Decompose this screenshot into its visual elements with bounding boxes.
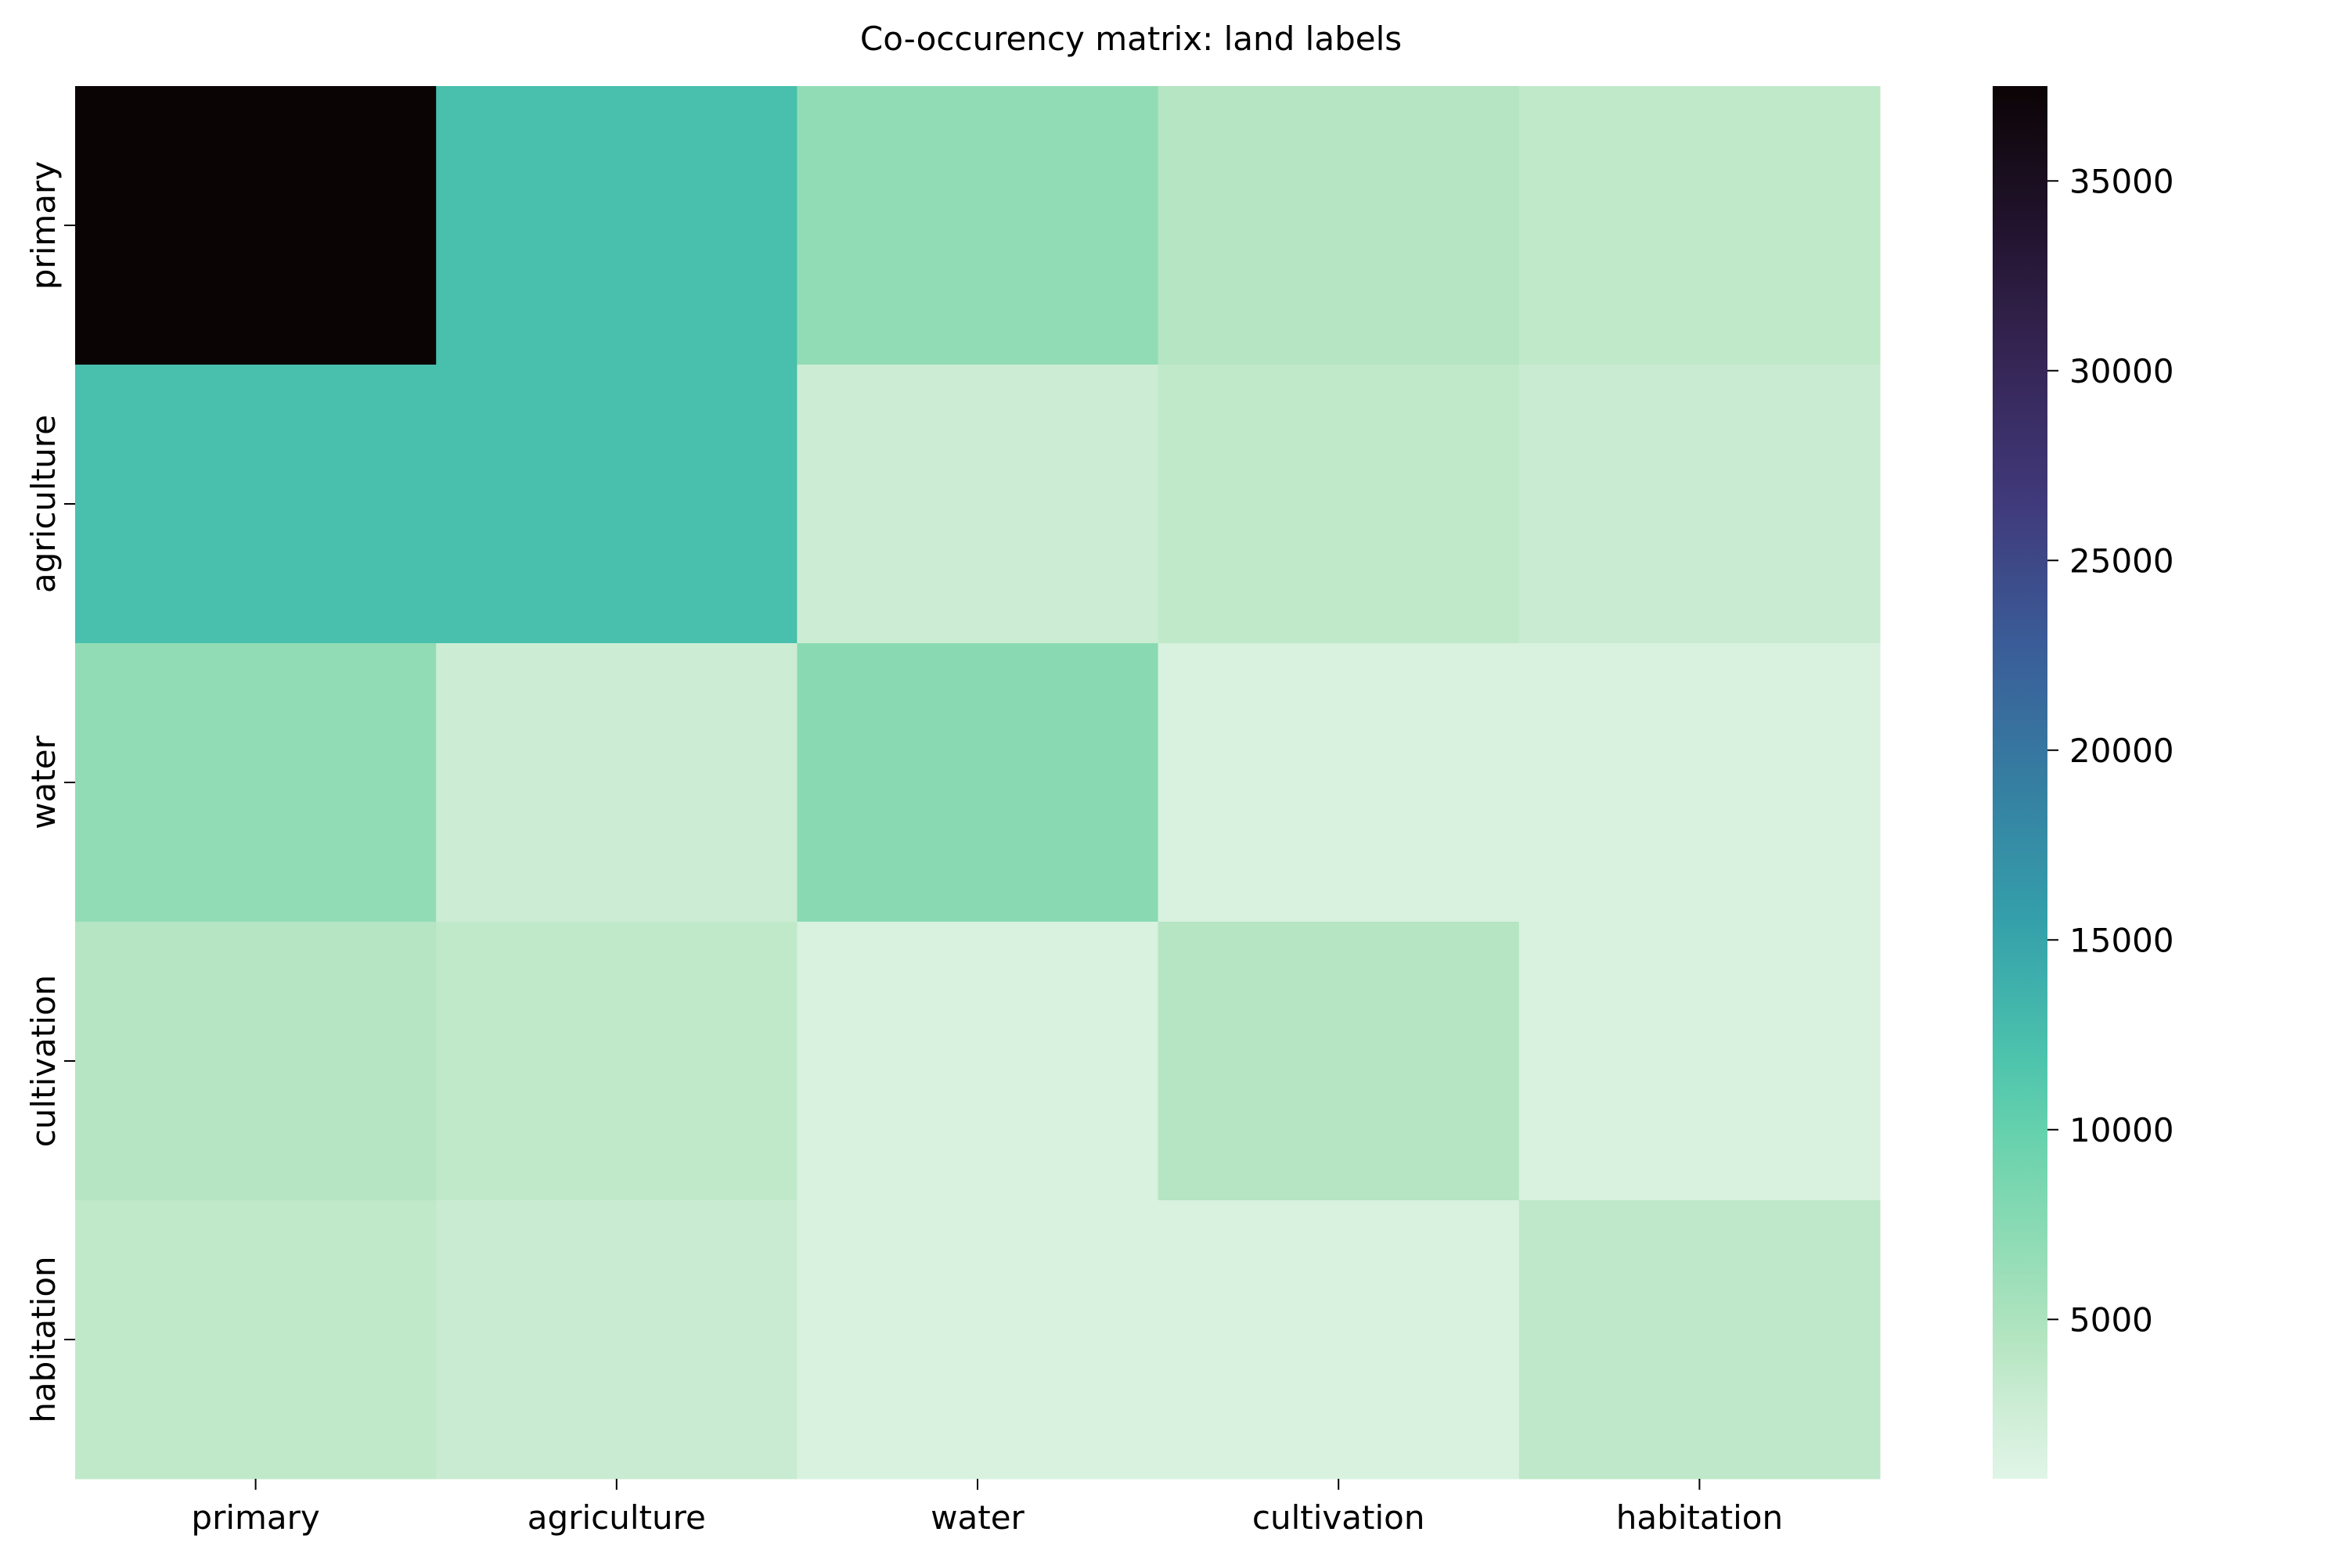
colorbar-tick-label: 10000 xyxy=(2069,1111,2174,1149)
heatmap-cell-habitation-water xyxy=(797,1200,1159,1480)
heatmap-cell-agriculture-water xyxy=(797,365,1159,644)
colorbar-gradient xyxy=(1993,86,2047,1479)
colorbar-tick-label: 25000 xyxy=(2069,541,2174,580)
heatmap-cell-habitation-cultivation xyxy=(1158,1200,1520,1480)
heatmap-cell-habitation-agriculture xyxy=(436,1200,798,1480)
x-tick-label: water xyxy=(931,1498,1025,1537)
x-tick-label: primary xyxy=(191,1498,319,1537)
heatmap-cell-primary-water xyxy=(797,86,1159,365)
heatmap-cell-water-cultivation xyxy=(1158,643,1520,922)
heatmap-cell-agriculture-habitation xyxy=(1518,365,1881,644)
y-tick-label: primary xyxy=(24,161,63,290)
y-tick-label: water xyxy=(24,735,63,829)
x-tick-label: habitation xyxy=(1616,1498,1783,1537)
heatmap-cell-habitation-primary xyxy=(75,1200,437,1480)
y-tick-label: cultivation xyxy=(24,975,63,1148)
heatmap-cell-primary-primary xyxy=(75,86,437,365)
colorbar-tick-label: 5000 xyxy=(2069,1300,2153,1339)
heatmap-cell-water-primary xyxy=(75,643,437,922)
colorbar: 5000 10000 15000 20000 25000 30000 35000 xyxy=(1993,86,2174,1479)
heatmap-cell-primary-habitation xyxy=(1518,86,1881,365)
x-tick-label: cultivation xyxy=(1252,1498,1425,1537)
heatmap-cell-agriculture-cultivation xyxy=(1158,365,1520,644)
heatmap-cell-primary-agriculture xyxy=(436,86,798,365)
heatmap-cell-habitation-habitation xyxy=(1518,1200,1881,1480)
colorbar-tick-label: 35000 xyxy=(2069,162,2174,200)
heatmap-cell-agriculture-primary xyxy=(75,365,437,644)
heatmap-cell-agriculture-agriculture xyxy=(436,365,798,644)
heatmap-cell-cultivation-agriculture xyxy=(436,922,798,1201)
heatmap-cell-water-water xyxy=(797,643,1159,922)
y-tick-label: habitation xyxy=(24,1256,63,1422)
heatmap-cell-primary-cultivation xyxy=(1158,86,1520,365)
colorbar-tick-label: 20000 xyxy=(2069,732,2174,770)
y-axis: primary agriculture water cultivation habita… xyxy=(24,161,75,1423)
heatmap-cell-water-agriculture xyxy=(436,643,798,922)
colorbar-tick-label: 15000 xyxy=(2069,921,2174,959)
heatmap-cell-cultivation-habitation xyxy=(1518,922,1881,1201)
x-axis: primary agriculture water cultivation habita… xyxy=(191,1479,1783,1537)
heatmap-cell-water-habitation xyxy=(1518,643,1881,922)
heatmap-cell-cultivation-primary xyxy=(75,922,437,1201)
chart-title: Co-occurency matrix: land labels xyxy=(860,20,1402,58)
heatmap-cell-cultivation-cultivation xyxy=(1158,922,1520,1201)
x-tick-label: agriculture xyxy=(528,1498,706,1537)
heatmap-cell-cultivation-water xyxy=(797,922,1159,1201)
y-tick-label: agriculture xyxy=(24,415,63,593)
heatmap-cells xyxy=(75,86,1881,1480)
colorbar-tick-label: 30000 xyxy=(2069,352,2174,390)
